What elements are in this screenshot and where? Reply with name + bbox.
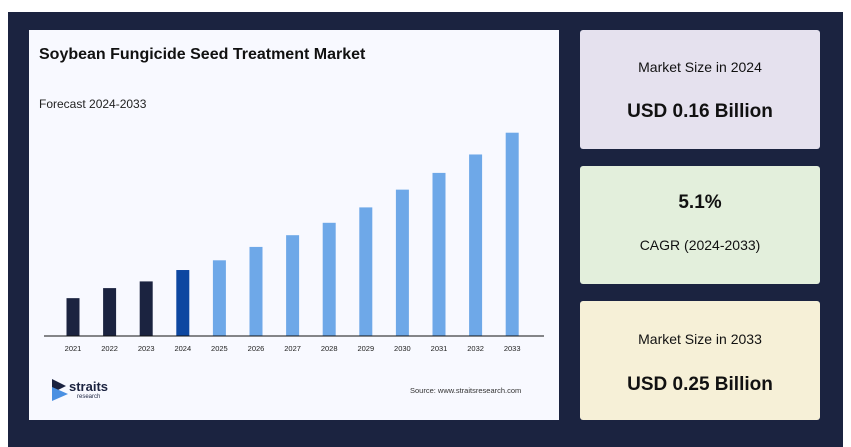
x-tick-label: 2033 <box>504 344 521 353</box>
chart-subtitle: Forecast 2024-2033 <box>39 97 147 111</box>
logo-name: straits <box>69 379 109 394</box>
logo-subtext: research <box>77 394 101 400</box>
bar-chart: 2021 2022 2023 2024 2025 2026 2027 2028 2029 2030… <box>44 132 544 353</box>
cagr-card: 5.1% CAGR (2024-2033) <box>580 166 820 284</box>
source-text: Source: www.straitsresearch.com <box>410 386 522 395</box>
market-size-2024-card: Market Size in 2024 USD 0.16 Billion <box>580 30 820 149</box>
straits-logo: straits research <box>50 377 130 407</box>
bar-2021 <box>66 298 80 336</box>
bar-2029 <box>359 207 373 336</box>
x-tick-label: 2021 <box>65 344 82 353</box>
chart-panel: Soybean Fungicide Seed Treatment Market … <box>29 30 559 420</box>
bar-2025 <box>212 260 226 336</box>
x-tick-label: 2023 <box>138 344 155 353</box>
x-tick-label: 2024 <box>174 344 191 353</box>
x-tick-label: 2031 <box>431 344 448 353</box>
x-tick-label: 2032 <box>467 344 484 353</box>
bar-2023 <box>139 281 153 336</box>
x-tick-label: 2030 <box>394 344 411 353</box>
bar-2026 <box>249 246 263 336</box>
bar-2032 <box>469 154 483 336</box>
card-label: Market Size in 2024 <box>638 59 762 75</box>
card-value: 5.1% <box>678 192 722 213</box>
bar-2028 <box>322 222 336 336</box>
card-label: Market Size in 2033 <box>638 331 762 347</box>
market-size-2033-card: Market Size in 2033 USD 0.25 Billion <box>580 301 820 420</box>
bar-2030 <box>395 189 409 336</box>
x-tick-label: 2025 <box>211 344 228 353</box>
logo-arrow-icon <box>52 379 68 401</box>
chart-title: Soybean Fungicide Seed Treatment Market <box>39 46 366 63</box>
x-tick-label: 2027 <box>284 344 301 353</box>
bar-2022 <box>103 288 117 336</box>
bar-2024 <box>176 270 190 336</box>
bar-2031 <box>432 172 446 336</box>
bar-2033 <box>505 132 519 336</box>
x-tick-label: 2029 <box>357 344 374 353</box>
x-tick-label: 2026 <box>248 344 265 353</box>
card-value: USD 0.16 Billion <box>627 101 773 122</box>
card-value: USD 0.25 Billion <box>627 374 773 395</box>
card-label: CAGR (2024-2033) <box>639 237 761 253</box>
bar-2027 <box>286 235 300 336</box>
x-tick-label: 2022 <box>101 344 118 353</box>
x-tick-label: 2028 <box>321 344 338 353</box>
